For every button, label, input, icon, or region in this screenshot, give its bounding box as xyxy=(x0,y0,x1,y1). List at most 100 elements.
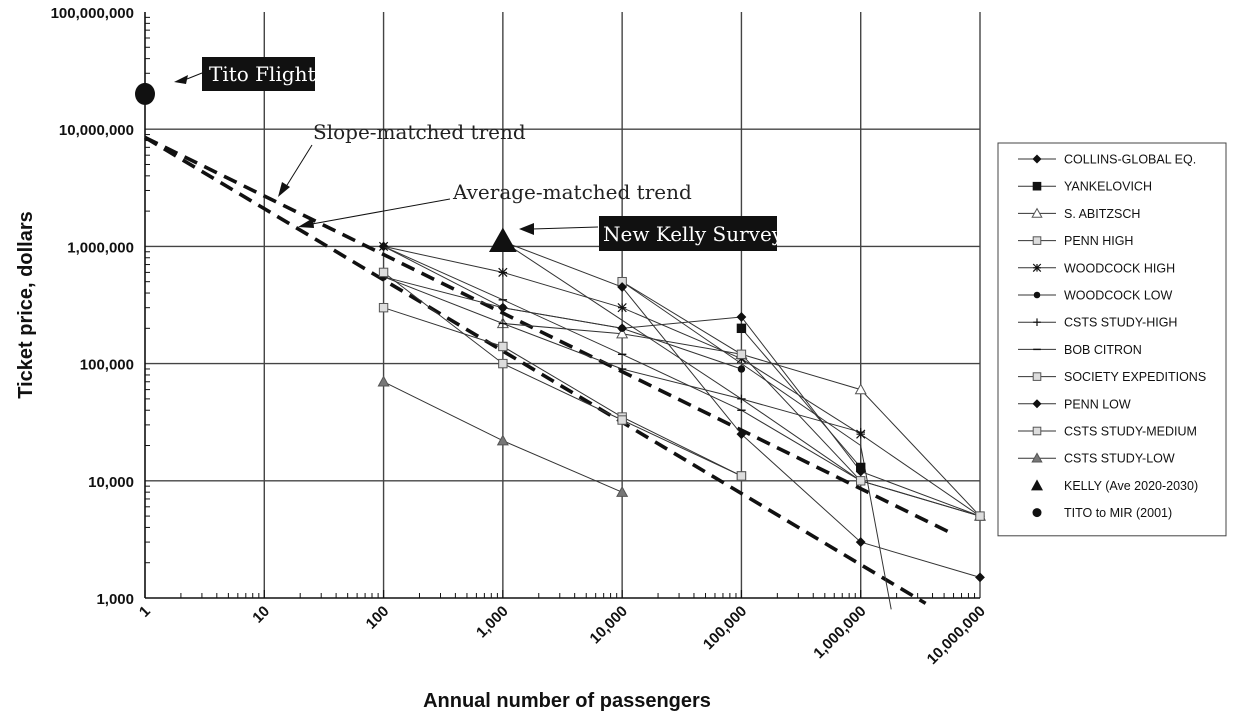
marker-stroke xyxy=(617,303,627,313)
legend-label: PENN HIGH xyxy=(1064,234,1133,248)
legend-label: TITO to MIR (2001) xyxy=(1064,506,1172,520)
data-point xyxy=(855,537,866,547)
series-csts-study-high xyxy=(379,272,865,437)
annotations: Tito Flight Slope-matched trend Average-… xyxy=(174,57,784,251)
data-point xyxy=(736,429,747,440)
data-point xyxy=(135,82,155,105)
legend-label: BOB CITRON xyxy=(1064,343,1142,357)
trend-lines xyxy=(144,135,955,605)
data-point xyxy=(378,302,389,313)
y-tick-label: 1,000,000 xyxy=(67,239,134,256)
data-point xyxy=(736,349,747,360)
tito-annotation-label: Tito Flight xyxy=(209,62,316,86)
series-line xyxy=(741,327,862,468)
data-point xyxy=(736,323,747,334)
legend-label: PENN LOW xyxy=(1064,397,1131,411)
series-line xyxy=(383,276,742,370)
legend-swatch-marker xyxy=(1031,452,1043,463)
data-point xyxy=(975,511,985,521)
x-tick-label: 10 xyxy=(249,603,273,627)
legend-swatch-marker xyxy=(1032,508,1042,518)
y-tick-labels: 1,000 10,000 100,000 1,000,000 10,000,000 100… xyxy=(51,5,134,608)
data-point xyxy=(499,303,507,312)
data-point xyxy=(854,383,867,395)
slope-trend-annotation-label: Slope-matched trend xyxy=(313,120,526,144)
kelly-arrowhead xyxy=(519,223,534,235)
x-tick-label: 100,000 xyxy=(700,603,750,653)
x-tick-labels: 1 10 100 1,000 10,000 100,000 1,000,000 10,000,… xyxy=(136,603,989,668)
data-point xyxy=(489,227,517,253)
series-csts-study-low xyxy=(377,375,629,497)
data-point xyxy=(378,267,389,278)
legend-label: CSTS STUDY-LOW xyxy=(1064,452,1175,466)
x-tick-label: 1 xyxy=(136,603,154,621)
series-line xyxy=(383,245,981,517)
kelly-annotation-box xyxy=(599,216,777,251)
series-tito-to-mir-2001 xyxy=(135,82,155,105)
data-point xyxy=(736,471,747,481)
legend-swatch-marker xyxy=(1031,479,1043,491)
tito-arrowhead xyxy=(174,75,188,84)
data-point xyxy=(617,282,628,292)
series-bob-citron xyxy=(379,245,985,517)
marker-stroke xyxy=(498,267,508,278)
series-line xyxy=(621,281,981,517)
data-point xyxy=(975,572,985,583)
y-tick-label: 10,000 xyxy=(88,474,134,491)
average-trend-arrowhead xyxy=(298,218,314,228)
x-tick-label: 1,000 xyxy=(473,603,512,642)
legend-box xyxy=(997,142,1227,537)
data-point xyxy=(856,476,866,486)
x-axis-title: Annual number of passengers xyxy=(423,690,711,712)
legend-label: CSTS STUDY-HIGH xyxy=(1064,316,1177,330)
data-point xyxy=(498,319,508,328)
y-tick-label: 100,000,000 xyxy=(51,5,134,22)
legend-swatch-marker xyxy=(1032,372,1042,381)
x-tick-label: 10,000,000 xyxy=(924,603,989,668)
series-collins-global-eq xyxy=(378,241,985,521)
data-point xyxy=(618,324,626,333)
y-tick-label: 10,000,000 xyxy=(59,122,134,139)
data-point xyxy=(617,364,627,374)
kelly-arrow-shaft xyxy=(531,226,599,230)
series-kelly-ave-2020-2030 xyxy=(489,227,517,253)
legend-swatch-marker xyxy=(1033,318,1041,326)
legend-swatch-marker xyxy=(1032,181,1042,191)
data-point xyxy=(737,365,746,373)
trend-line xyxy=(144,135,955,536)
series-csts-study-medium xyxy=(378,267,747,481)
series-line xyxy=(383,245,981,517)
x-tick-label: 10,000 xyxy=(587,603,631,647)
series-yankelovich xyxy=(736,323,866,473)
legend-label: COLLINS-GLOBAL EQ. xyxy=(1064,153,1196,167)
legend-label: KELLY (Ave 2020-2030) xyxy=(1064,479,1198,493)
legend-swatch-marker xyxy=(1032,263,1042,273)
slope-trend-arrowhead xyxy=(278,182,290,197)
data-point xyxy=(617,303,627,313)
legend-swatch-marker xyxy=(1032,154,1042,164)
y-tick-label: 1,000 xyxy=(96,591,134,608)
legend-swatch-marker xyxy=(1033,291,1041,299)
legend: COLLINS-GLOBAL EQ. YANKELOVICH S. ABITZSCH… xyxy=(997,142,1227,537)
y-axis-title: Ticket price, dollars xyxy=(15,211,37,399)
average-trend-arrow-shaft xyxy=(311,198,451,225)
legend-swatch-marker xyxy=(1032,399,1042,409)
marker-stroke xyxy=(1032,263,1042,273)
legend-label: WOODCOCK HIGH xyxy=(1064,261,1175,275)
x-tick-label: 100 xyxy=(363,603,393,633)
average-trend-annotation-label: Average-matched trend xyxy=(452,180,692,204)
series-line xyxy=(383,272,742,477)
legend-swatch-marker xyxy=(1032,236,1042,245)
slope-trend-arrow-shaft xyxy=(283,144,313,191)
tito-arrow-shaft xyxy=(186,72,203,80)
kelly-annotation-label: New Kelly Survey xyxy=(603,222,784,246)
data-point xyxy=(498,341,508,352)
data-point xyxy=(737,394,746,404)
data-point xyxy=(498,358,508,369)
series-line xyxy=(383,245,981,517)
tito-annotation-box xyxy=(202,57,315,91)
data-point xyxy=(377,375,390,387)
y-tick-label: 100,000 xyxy=(80,357,134,374)
legend-label: S. ABITZSCH xyxy=(1064,207,1140,221)
